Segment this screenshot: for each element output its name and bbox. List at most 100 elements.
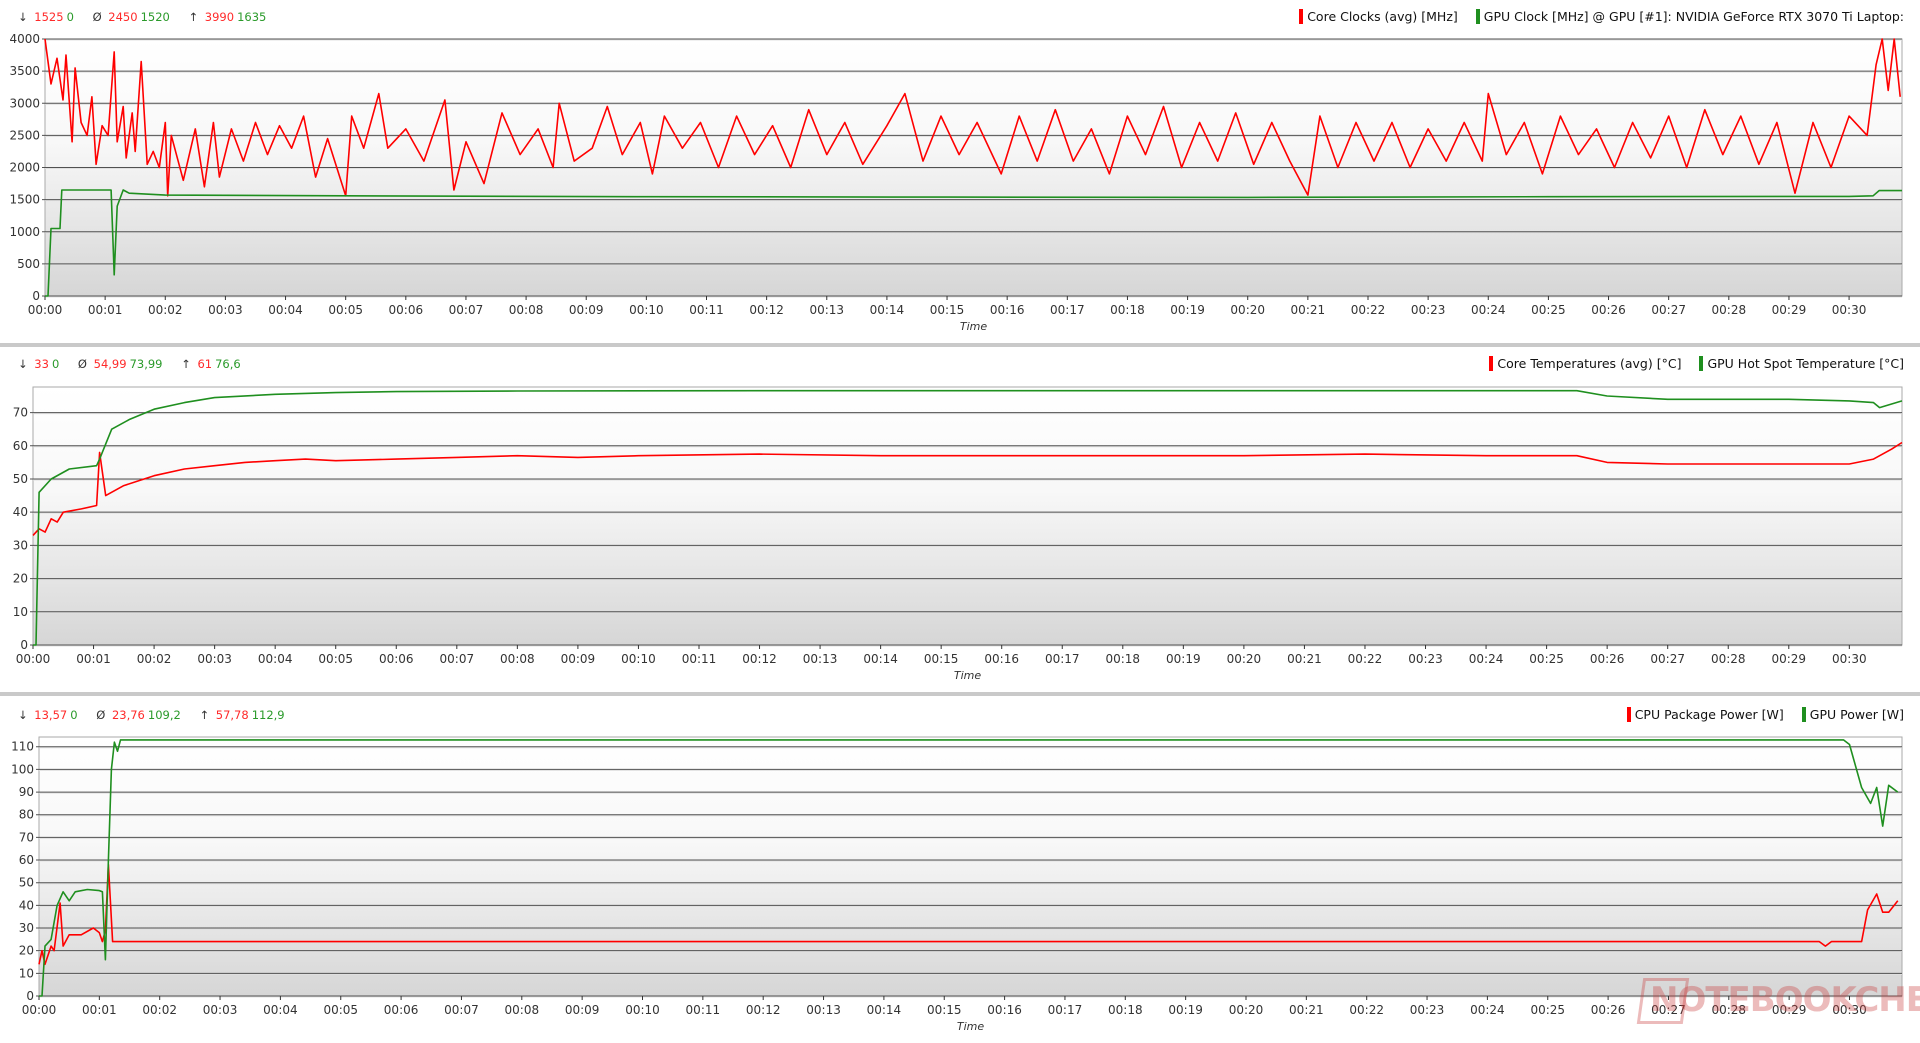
- x-axis-label: Time: [957, 1020, 984, 1033]
- y-tick-label: 2500: [9, 128, 40, 142]
- x-tick-label: 00:14: [870, 303, 905, 317]
- stats-readout: ↓ 33 0 Ø 54,99 73,99 ↑ 61 76,6: [18, 357, 256, 371]
- x-tick-label: 00:03: [208, 303, 243, 317]
- y-tick-label: 50: [13, 472, 28, 486]
- x-tick-label: 00:30: [1832, 652, 1867, 666]
- min-red: 33: [34, 357, 49, 371]
- x-tick-label: 00:09: [565, 1003, 600, 1017]
- avg-red: 23,76: [111, 708, 145, 722]
- x-tick-label: 00:29: [1772, 1003, 1807, 1017]
- legend-item-green[interactable]: GPU Power [W]: [1801, 707, 1904, 722]
- x-tick-label: 00:15: [924, 652, 959, 666]
- watermark: NOTEBOOKCHECK: [1650, 980, 1920, 1020]
- temperatures-chart: 0 10 20 30 40 50 60 70 00:00 00:01 00:02 00:03 00:04…: [13, 386, 1903, 682]
- min-green: 0: [70, 708, 78, 722]
- x-tick-label: 00:12: [746, 1003, 781, 1017]
- red-swatch-icon: [1489, 356, 1494, 371]
- x-tick-label: 00:03: [197, 652, 232, 666]
- panel-divider[interactable]: [0, 692, 1920, 696]
- min-green: 0: [51, 357, 60, 371]
- x-tick-label: 00:27: [1651, 1003, 1686, 1017]
- max-icon: ↑: [181, 357, 191, 371]
- y-tick-label: 50: [19, 876, 34, 890]
- x-axis-label: Time: [954, 669, 981, 682]
- chart-panel-clocks: ↓ 1525 0 Ø 2450 1520 ↑ 3990 1635 Core Clock…: [0, 0, 1920, 343]
- panel-divider[interactable]: [0, 343, 1920, 347]
- avg-green: 109,2: [147, 708, 181, 722]
- x-tick-label: 00:11: [689, 303, 724, 317]
- y-tick-label: 20: [19, 944, 34, 958]
- y-tick-label: 3000: [9, 96, 40, 110]
- x-tick-label: 00:28: [1712, 303, 1747, 317]
- series-line-green: [33, 389, 1903, 646]
- x-tick-label: 00:27: [1651, 303, 1686, 317]
- max-green: 112,9: [251, 708, 285, 722]
- series-line-red: [32, 441, 1903, 536]
- y-tick-label: 10: [13, 605, 28, 619]
- y-tick-label: 30: [13, 538, 28, 552]
- x-tick-label: 00:11: [682, 652, 717, 666]
- y-tick-label: 0: [20, 638, 28, 652]
- x-tick-label: 00:02: [137, 652, 172, 666]
- avg-red: 54,99: [93, 357, 127, 371]
- x-tick-label: 00:23: [1410, 1003, 1445, 1017]
- y-tick-label: 40: [19, 898, 34, 912]
- chart-panel-power: ↓ 13,57 0 Ø 23,76 109,2 ↑ 57,78 112,9 CPU P…: [0, 696, 1920, 1043]
- x-tick-label: 00:00: [22, 1003, 57, 1017]
- x-tick-label: 00:25: [1530, 1003, 1565, 1017]
- x-tick-label: 00:07: [444, 1003, 479, 1017]
- y-tick-label: 80: [19, 808, 34, 822]
- x-tick-label: 00:15: [930, 303, 965, 317]
- x-tick-label: 00:26: [1591, 303, 1626, 317]
- x-tick-label: 00:22: [1351, 303, 1386, 317]
- x-tick-label: 00:18: [1110, 303, 1145, 317]
- x-tick-label: 00:01: [82, 1003, 117, 1017]
- legend-item-red[interactable]: Core Clocks (avg) [MHz]: [1299, 9, 1458, 24]
- x-tick-label: 00:11: [686, 1003, 721, 1017]
- x-tick-label: 00:23: [1408, 652, 1443, 666]
- x-tick-label: 00:20: [1227, 652, 1262, 666]
- x-tick-label: 00:09: [569, 303, 604, 317]
- x-tick-label: 00:09: [561, 652, 596, 666]
- x-tick-label: 00:17: [1050, 303, 1085, 317]
- plot-area: [38, 736, 1903, 997]
- power-chart: 0 10 20 30 40 50 60 70 80 90 100 110 00:00 00:01 00:02…: [11, 736, 1903, 1033]
- x-tick-label: 00:28: [1711, 652, 1746, 666]
- clocks-chart: 0 500 1000 1500 2000 2500 3000 3500 4000 00:00 00:…: [9, 32, 1903, 333]
- plot-area: [32, 386, 1903, 646]
- x-tick-label: 00:02: [148, 303, 183, 317]
- legend: CPU Package Power [W] GPU Power [W]: [1626, 707, 1904, 722]
- x-tick-label: 00:18: [1105, 652, 1140, 666]
- y-tick-label: 10: [19, 966, 34, 980]
- stats-readout: ↓ 1525 0 Ø 2450 1520 ↑ 3990 1635: [18, 10, 281, 24]
- y-tick-label: 2000: [9, 161, 40, 175]
- x-tick-label: 00:06: [384, 1003, 419, 1017]
- x-tick-label: 00:14: [863, 652, 898, 666]
- x-tick-label: 00:10: [625, 1003, 660, 1017]
- y-tick-label: 0: [26, 989, 34, 1003]
- watermark-text: NOTEBOOKCHECK: [1650, 980, 1920, 1020]
- y-tick-label: 110: [11, 740, 34, 754]
- legend-item-green[interactable]: GPU Clock [MHz] @ GPU [#1]: NVIDIA GeFor…: [1475, 9, 1904, 24]
- y-tick-label: 70: [19, 830, 34, 844]
- legend-item-red[interactable]: CPU Package Power [W]: [1626, 707, 1784, 722]
- min-green: 0: [66, 10, 74, 24]
- series-line-green: [39, 739, 1899, 997]
- series-line-red: [38, 863, 1899, 966]
- min-icon: ↓: [18, 708, 28, 722]
- x-tick-label: 00:19: [1166, 652, 1201, 666]
- x-tick-label: 00:01: [88, 303, 123, 317]
- max-icon: ↑: [199, 708, 210, 722]
- x-tick-label: 00:07: [440, 652, 475, 666]
- x-tick-label: 00:20: [1230, 303, 1265, 317]
- x-tick-label: 00:26: [1590, 652, 1625, 666]
- x-tick-label: 00:21: [1291, 303, 1326, 317]
- legend-label: GPU Power [W]: [1809, 707, 1904, 722]
- min-icon: ↓: [18, 357, 28, 371]
- legend-item-green[interactable]: GPU Hot Spot Temperature [°C]: [1699, 356, 1904, 371]
- green-swatch-icon: [1475, 9, 1480, 24]
- legend-label: Core Temperatures (avg) [°C]: [1497, 356, 1682, 371]
- x-tick-label: 00:16: [984, 652, 1019, 666]
- legend-item-red[interactable]: Core Temperatures (avg) [°C]: [1489, 356, 1681, 371]
- x-tick-label: 00:16: [990, 303, 1025, 317]
